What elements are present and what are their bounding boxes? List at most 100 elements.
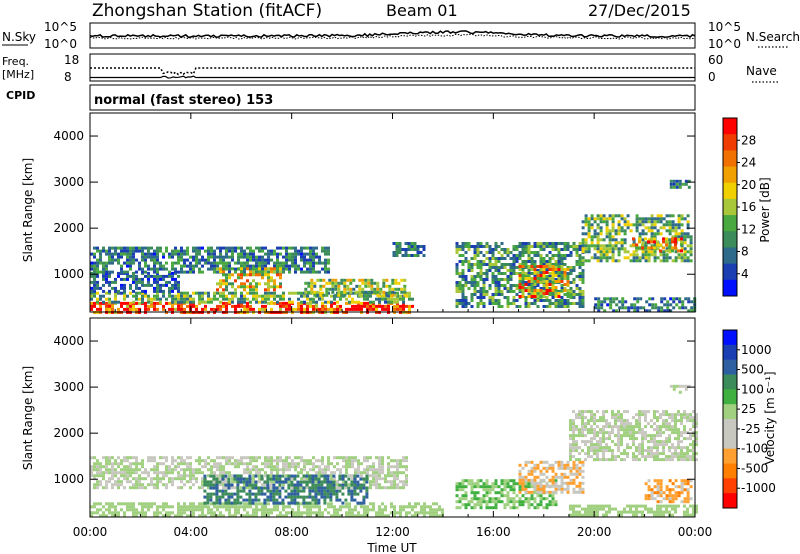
data-cell [276, 246, 279, 250]
data-cell [165, 274, 168, 278]
data-cell [306, 462, 309, 466]
data-cell [246, 261, 249, 265]
data-cell [500, 479, 504, 483]
data-cell [180, 264, 183, 268]
data-cell [394, 287, 398, 291]
data-cell [123, 514, 126, 518]
data-cell [267, 465, 270, 469]
data-cell [156, 274, 159, 278]
data-cell [635, 226, 639, 230]
data-cell [539, 277, 543, 280]
data-cell [333, 301, 336, 305]
data-cell [99, 480, 102, 484]
data-cell [354, 505, 357, 509]
data-cell [198, 258, 201, 262]
data-cell [329, 480, 333, 484]
data-cell [252, 511, 255, 515]
data-cell [539, 281, 543, 284]
data-cell [363, 471, 366, 475]
data-cell [566, 275, 570, 278]
data-cell [648, 309, 652, 313]
data-cell [291, 459, 294, 463]
data-cell [264, 474, 267, 478]
data-cell [165, 261, 168, 265]
data-cell [503, 488, 507, 492]
data-cell [270, 459, 273, 463]
data-cell [533, 266, 537, 269]
data-cell [207, 468, 210, 472]
data-cell [594, 303, 598, 307]
data-cell [381, 508, 384, 512]
data-cell [270, 258, 273, 262]
data-cell [485, 506, 489, 510]
data-cell [387, 307, 390, 311]
data-cell [602, 250, 606, 254]
data-cell [267, 294, 270, 298]
data-cell [542, 472, 546, 476]
data-cell [396, 474, 399, 478]
data-cell [560, 289, 564, 292]
data-cell [569, 287, 573, 290]
data-cell [435, 514, 438, 518]
data-cell [632, 431, 635, 435]
data-cell [216, 474, 219, 478]
data-cell [464, 479, 468, 483]
data-cell [117, 486, 120, 490]
data-cell [554, 260, 558, 263]
data-cell [578, 248, 582, 251]
data-cell [252, 255, 255, 259]
data-cell [606, 303, 610, 307]
data-cell [228, 270, 231, 274]
data-cell [605, 244, 609, 248]
data-cell [566, 305, 570, 308]
data-cell [668, 238, 672, 242]
data-cell [545, 269, 549, 272]
data-cell [575, 263, 579, 266]
data-cell [524, 242, 528, 245]
data-cell [327, 246, 330, 250]
data-cell [219, 307, 222, 311]
data-cell [554, 479, 558, 483]
data-cell [342, 459, 345, 463]
data-cell [270, 511, 273, 515]
data-cell [239, 474, 243, 478]
data-cell [147, 459, 150, 463]
data-cell [668, 241, 672, 245]
data-cell [644, 431, 647, 435]
data-cell [408, 511, 411, 515]
data-cell [363, 304, 366, 308]
data-cell [228, 514, 231, 518]
data-cell [512, 482, 516, 486]
data-cell [272, 498, 276, 502]
data-cell [132, 471, 135, 475]
data-cell [455, 299, 459, 302]
data-cell [378, 486, 381, 490]
data-cell [219, 249, 222, 253]
data-cell [554, 242, 558, 245]
data-cell [473, 284, 477, 287]
data-cell [358, 290, 362, 294]
data-cell [141, 289, 144, 293]
data-cell [162, 291, 165, 295]
data-cell [255, 502, 258, 506]
data-cell [410, 242, 414, 245]
data-cell [527, 245, 531, 248]
data-cell [578, 434, 581, 438]
data-cell [578, 299, 582, 302]
data-cell [219, 465, 222, 469]
data-cell [168, 274, 171, 278]
data-cell [147, 297, 150, 301]
data-cell [411, 505, 414, 509]
data-cell [204, 261, 207, 265]
data-cell [548, 305, 552, 308]
data-cell [470, 479, 474, 483]
data-cell [318, 459, 321, 463]
data-cell [222, 480, 225, 484]
data-cell [396, 465, 399, 469]
colorbar-tick-label: 24 [741, 156, 756, 170]
data-cell [308, 492, 312, 496]
data-cell [405, 511, 408, 515]
data-cell [255, 246, 258, 250]
data-cell [575, 472, 579, 476]
